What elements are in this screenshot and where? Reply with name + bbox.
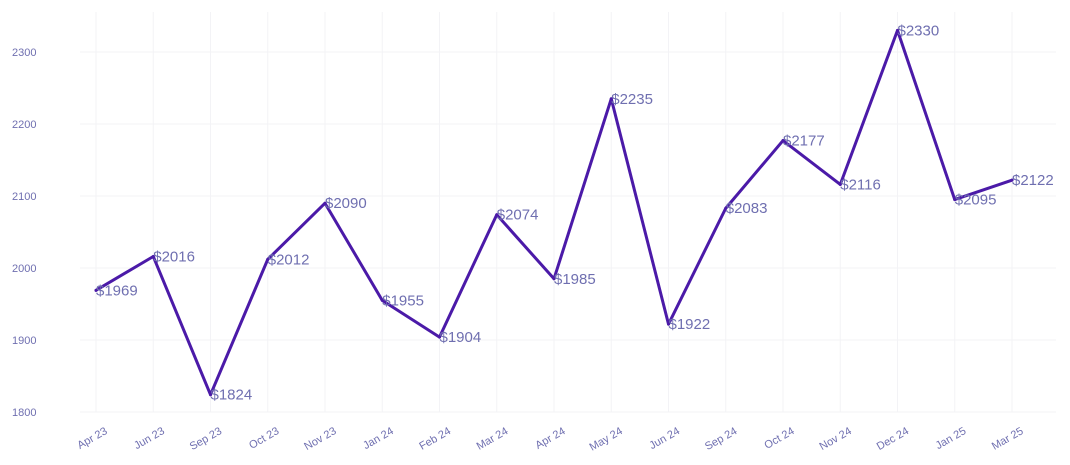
data-point [781, 139, 785, 143]
data-label: $1955 [382, 292, 424, 309]
data-point [1010, 178, 1014, 182]
series-group [94, 28, 1014, 397]
data-point [209, 393, 212, 397]
data-point [323, 201, 327, 205]
y-tick-label: 1900 [12, 335, 36, 347]
x-tick-label: Jan 25 [934, 425, 969, 452]
data-label: $1969 [96, 282, 138, 299]
data-label: $1922 [669, 316, 711, 333]
x-tick-label: Oct 24 [762, 425, 796, 452]
x-tick-label: Sep 23 [188, 425, 224, 453]
data-point [953, 198, 957, 202]
grid [80, 12, 1056, 413]
data-label: $2122 [1012, 172, 1054, 189]
x-tick-label: Oct 23 [247, 425, 281, 452]
data-label: $2177 [783, 133, 825, 150]
x-tick-label: Nov 23 [302, 425, 338, 453]
data-point [94, 288, 98, 292]
x-tick-label: Jun 23 [132, 425, 167, 452]
data-label: $1904 [440, 329, 482, 346]
y-tick-label: 2200 [12, 119, 36, 131]
data-point [495, 213, 499, 217]
data-point [724, 206, 728, 210]
y-tick-label: 2000 [12, 263, 36, 275]
data-point [609, 97, 613, 101]
data-label: $1824 [211, 387, 253, 404]
x-axis-ticks: Apr 23 Jun 23 Sep 23 Oct 23 Nov 23 Jan 24 Feb … [75, 425, 1025, 453]
x-tick-label: Nov 24 [818, 425, 854, 453]
data-point [667, 322, 670, 326]
x-tick-label: Feb 24 [417, 425, 453, 453]
data-label: $2330 [898, 22, 940, 39]
x-tick-label: Mar 25 [990, 425, 1026, 453]
data-label: $2016 [153, 248, 195, 265]
data-point [838, 182, 842, 186]
data-label: $2074 [497, 207, 539, 224]
data-point [552, 277, 556, 281]
data-point [438, 335, 441, 339]
y-tick-label: 2100 [12, 191, 36, 203]
y-tick-label: 2300 [12, 47, 36, 59]
x-tick-label: Jun 24 [647, 425, 682, 452]
data-point [266, 257, 270, 261]
data-label: $2083 [726, 200, 768, 217]
data-label: $2116 [840, 176, 881, 193]
x-tick-label: Apr 24 [533, 425, 567, 452]
x-tick-label: Dec 24 [875, 425, 911, 453]
x-tick-label: May 24 [588, 425, 625, 453]
data-label: $2095 [955, 192, 997, 209]
y-axis-ticks: 1800 1900 2000 2100 2200 2300 [12, 47, 36, 419]
data-point [380, 298, 384, 302]
x-tick-label: Mar 24 [475, 425, 511, 453]
data-label: $2012 [268, 251, 310, 268]
data-point [151, 254, 155, 258]
x-tick-label: Jan 24 [361, 425, 396, 452]
data-label: $1985 [554, 271, 596, 288]
data-labels: $1969 $2016 $1824 $2012 $2090 $1955 $1904 $2074… [96, 22, 1054, 403]
data-label: $2235 [611, 91, 653, 108]
x-tick-label: Apr 23 [75, 425, 109, 452]
data-label: $2090 [325, 195, 367, 212]
y-tick-label: 1800 [12, 407, 36, 419]
x-tick-label: Sep 24 [703, 425, 739, 453]
data-point [896, 28, 899, 32]
